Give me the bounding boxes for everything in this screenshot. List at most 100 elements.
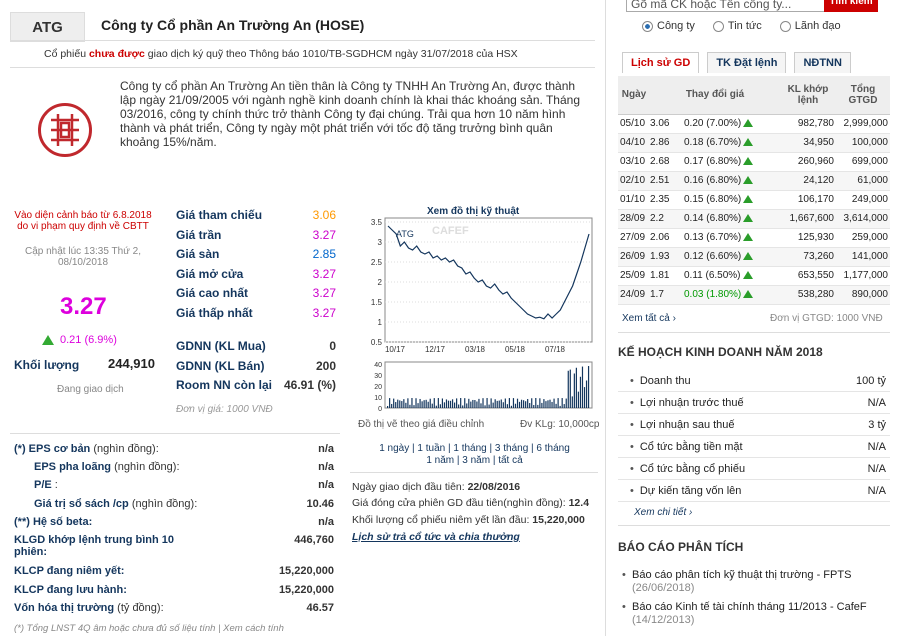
interval-1w[interactable]: 1 tuần <box>417 443 446 454</box>
main-panel: ATG Công ty Cổ phần An Trường An (HOSE) … <box>10 12 602 634</box>
current-price: 3.27 <box>60 293 107 320</box>
interval-3m[interactable]: 3 tháng <box>494 443 529 454</box>
cell-volume: 24,120 <box>780 171 836 191</box>
chevron-right-icon: › <box>672 313 676 324</box>
change-value: 0.21 (6.9%) <box>60 334 117 346</box>
volume-bar <box>547 400 549 408</box>
price-chart[interactable]: CAFEF 3.5 3 2.5 2 1.5 1 0.5 10/17 12/17 03/18 05/… <box>352 204 602 436</box>
interval-1d[interactable]: 1 ngày <box>379 443 410 454</box>
volume-bar <box>541 402 543 408</box>
history-tabs: Lịch sử GD TK Đặt lệnh NĐTNN <box>622 52 851 73</box>
cell-date: 04/10 <box>618 133 650 153</box>
volume-bar <box>510 405 513 408</box>
price-row: Giá thấp nhất 3.27 <box>176 306 336 320</box>
radio-company[interactable]: Công ty <box>642 20 695 32</box>
foreign-row: GDNN (KL Bán) 200 <box>176 359 336 373</box>
search-button[interactable]: Tìm kiếm <box>824 0 878 12</box>
volume-bar <box>443 402 446 408</box>
interval-1m[interactable]: 1 tháng <box>453 443 487 454</box>
volume-bar <box>425 399 427 408</box>
table-row: 04/10 2.86 0.18 (6.70%) 34,950 100,000 <box>618 133 890 153</box>
y-tick-label: 0.5 <box>371 338 383 347</box>
volume-bar <box>529 403 531 408</box>
dividend-history-link[interactable]: Lịch sử trả cổ tức và chia thưởng <box>352 531 520 543</box>
price-change: 0.21 (6.9%) <box>42 334 117 346</box>
cell-volume: 538,280 <box>780 285 836 305</box>
volume-bar <box>535 398 537 408</box>
report-item[interactable]: Báo cáo phân tích kỹ thuật thị trường - … <box>620 569 890 595</box>
interval-selector: 1 ngày | 1 tuần | 1 tháng | 3 tháng | 6 … <box>379 443 570 466</box>
first-close-price: Giá đóng cửa phiên GD đầu tiên(nghìn đồn… <box>352 497 590 509</box>
volume-bar <box>577 391 580 408</box>
volume-bar <box>401 401 403 408</box>
cell-total: 141,000 <box>836 247 890 267</box>
interval-all[interactable]: tất cả <box>498 455 523 466</box>
y-tick-label: 2 <box>378 278 383 287</box>
volume-bar <box>512 398 515 408</box>
volume-bar <box>389 398 391 408</box>
listed-volume: Khối lượng cổ phiếu niêm yết lần đầu: 15… <box>352 514 585 526</box>
volume-bar <box>449 400 452 408</box>
volume-bar <box>468 398 470 408</box>
volume-bar <box>498 400 500 408</box>
cell-total: 249,000 <box>836 190 890 210</box>
divider <box>10 67 595 68</box>
table-row: 27/09 2.06 0.13 (6.70%) 125,930 259,000 <box>618 228 890 248</box>
table-row: 02/10 2.51 0.16 (6.80%) 24,120 61,000 <box>618 171 890 191</box>
cell-price: 1.81 <box>650 266 684 286</box>
price-row: Giá mở cửa 3.27 <box>176 267 336 281</box>
volume-bar <box>470 401 472 408</box>
volume-bar <box>575 367 577 408</box>
volume-bar <box>403 399 405 408</box>
interval-6m[interactable]: 6 tháng <box>536 443 570 454</box>
volume-bar <box>490 398 492 408</box>
report-item[interactable]: Báo cáo Kinh tế tài chính tháng 11/2013 … <box>620 601 890 627</box>
table-row: 24/09 1.7 0.03 (1.80%) 538,280 890,000 <box>618 285 890 305</box>
up-arrow-icon <box>42 335 54 345</box>
price-row: Giá cao nhất 3.27 <box>176 286 336 300</box>
cell-change: 0.03 (1.80%) <box>684 285 780 305</box>
divider <box>10 433 340 434</box>
x-tick-label: 05/18 <box>505 345 526 354</box>
see-all-link[interactable]: Xem tất cả › <box>622 313 676 324</box>
x-tick-label: 12/17 <box>425 345 446 354</box>
radio-leaders[interactable]: Lãnh đạo <box>779 20 841 32</box>
y-tick-label: 3 <box>378 238 383 247</box>
cell-total: 259,000 <box>836 228 890 248</box>
volume-bar <box>508 398 510 408</box>
plan-more-link[interactable]: Xem chi tiết › <box>634 507 693 518</box>
volume-panel <box>384 361 593 409</box>
volume-bar <box>445 399 448 408</box>
tab-orders[interactable]: TK Đặt lệnh <box>707 52 787 73</box>
radio-icon <box>712 20 724 32</box>
cell-price: 2.86 <box>650 133 684 153</box>
cell-change: 0.20 (7.00%) <box>684 114 780 134</box>
cell-price: 3.06 <box>650 114 684 134</box>
interval-3y[interactable]: 3 năm <box>462 455 491 466</box>
cell-total: 2,999,000 <box>836 114 890 134</box>
volume-bar <box>393 398 395 408</box>
table-header: Ngày Thay đổi giá KL khớp lệnh Tổng GTGD <box>618 76 890 115</box>
chart-link[interactable]: Xem đồ thị kỹ thuật <box>427 206 520 217</box>
cell-volume: 653,550 <box>780 266 836 286</box>
vol-tick-label: 10 <box>374 395 382 402</box>
foreign-row: GDNN (KL Mua) 0 <box>176 339 336 353</box>
volume-bar <box>391 403 393 408</box>
search-input[interactable]: Gõ mã CK hoặc Tên công ty... <box>626 0 826 12</box>
fund-row: (**) Hệ số beta: n/a <box>14 516 334 528</box>
interval-1y[interactable]: 1 năm <box>426 455 455 466</box>
volume-bar <box>435 405 437 408</box>
cell-total: 61,000 <box>836 171 890 191</box>
tab-foreign[interactable]: NĐTNN <box>794 52 851 73</box>
cell-price: 2.2 <box>650 209 684 229</box>
volume-bar <box>585 380 588 408</box>
footnote: (*) Tổng LNST 4Q âm hoặc chưa đủ số liệu… <box>14 623 284 634</box>
volume-bar <box>502 402 504 408</box>
volume-bar <box>557 398 559 408</box>
cell-price: 2.06 <box>650 228 684 248</box>
tab-history[interactable]: Lịch sử GD <box>622 52 700 73</box>
volume-bar <box>395 402 397 408</box>
radio-news[interactable]: Tin tức <box>712 20 762 32</box>
